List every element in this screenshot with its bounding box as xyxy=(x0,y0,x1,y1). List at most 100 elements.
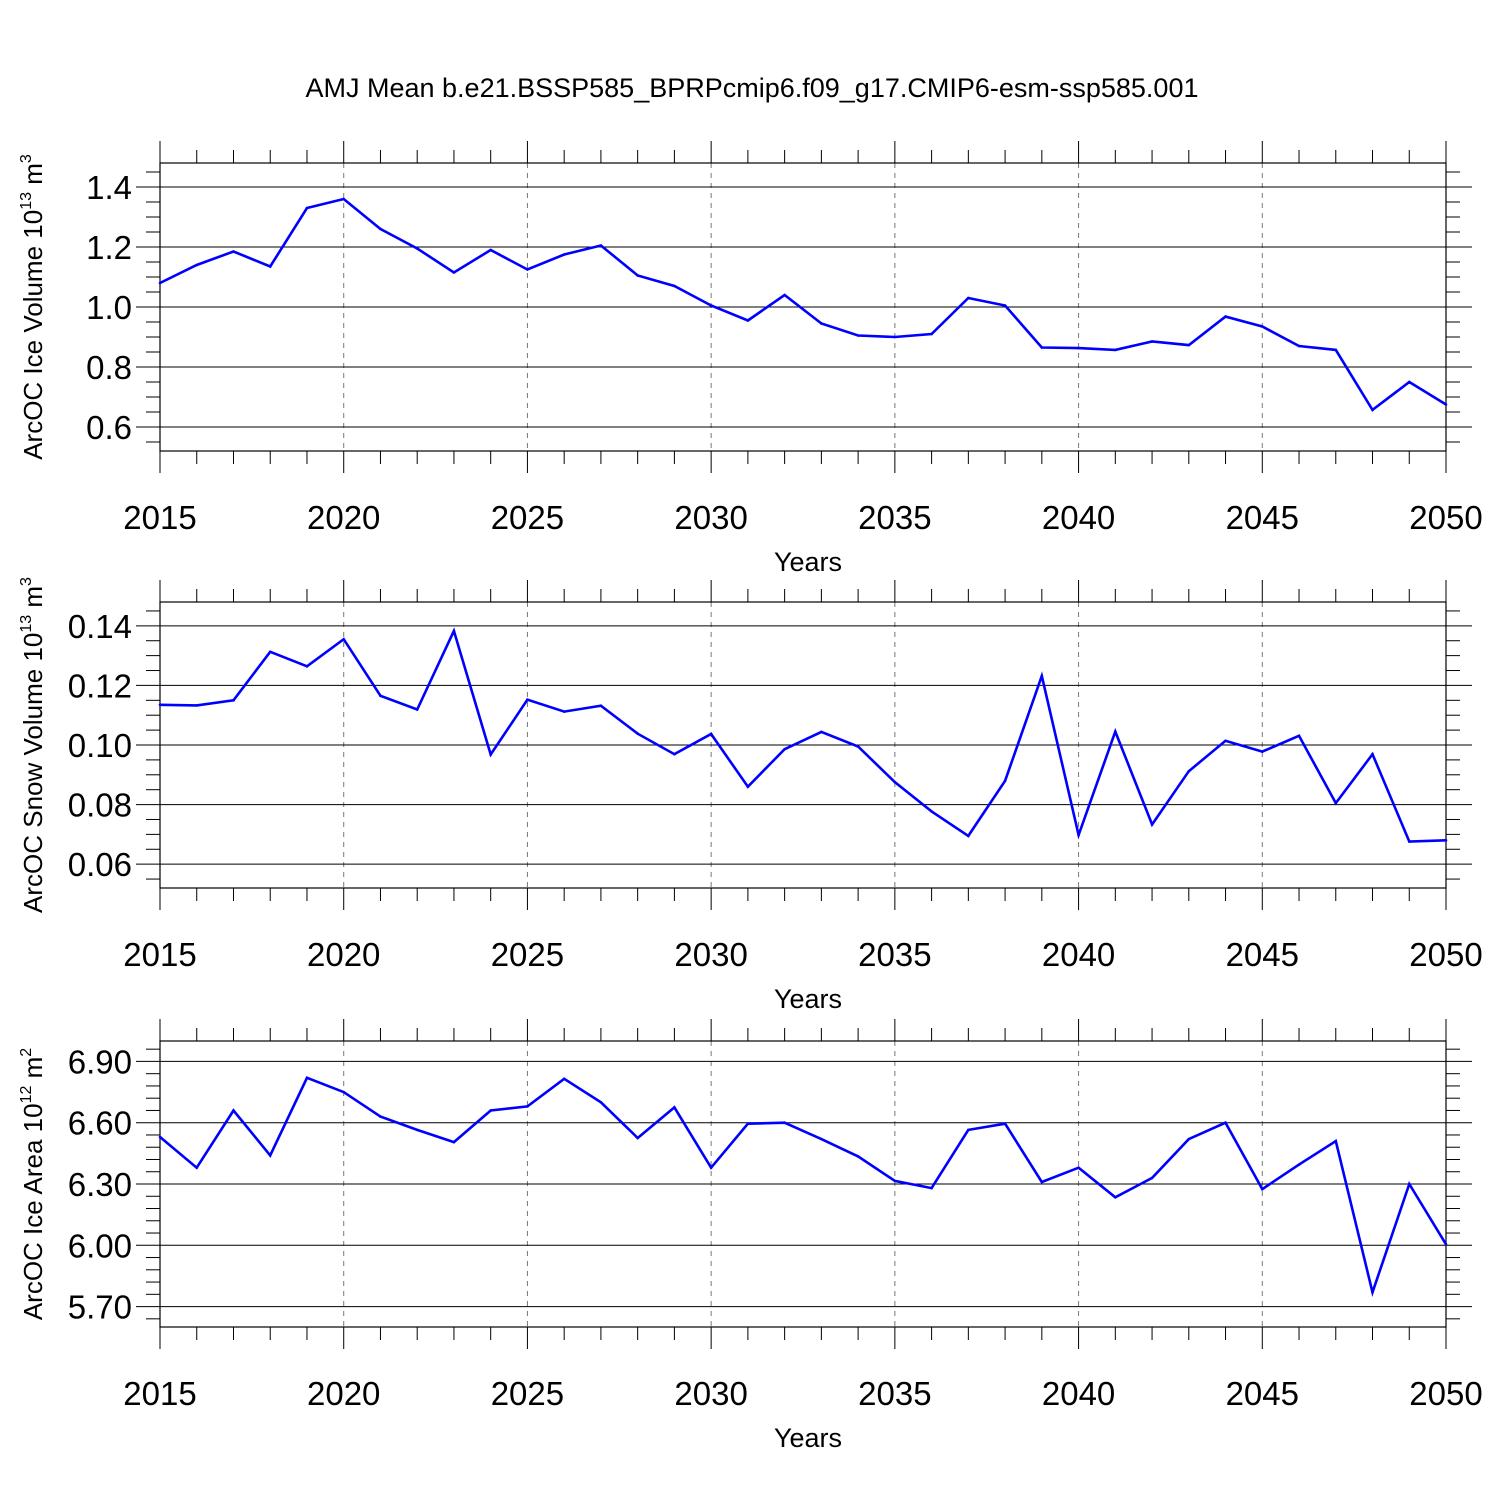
x-tick-label: 2020 xyxy=(307,936,380,973)
x-axis-label: Years xyxy=(774,1423,842,1453)
data-point xyxy=(1334,1139,1338,1143)
data-point xyxy=(452,1140,456,1144)
data-point xyxy=(452,629,456,633)
data-point xyxy=(1407,1182,1411,1186)
data-point xyxy=(856,334,860,337)
data-point xyxy=(930,810,933,813)
data-point xyxy=(1150,340,1154,343)
data-point xyxy=(158,703,162,707)
x-tick-label: 2015 xyxy=(123,1375,196,1412)
data-point xyxy=(1003,1122,1007,1126)
y-tick-label: 6.30 xyxy=(68,1166,132,1203)
x-ticks xyxy=(159,141,1447,473)
data-point xyxy=(1040,674,1044,678)
data-point xyxy=(636,1136,639,1140)
data-point xyxy=(1003,304,1007,307)
data-point xyxy=(1077,1166,1080,1169)
x-tick-label: 2025 xyxy=(491,936,564,973)
data-point xyxy=(709,1166,713,1169)
data-point xyxy=(1187,769,1191,773)
data-point xyxy=(1077,833,1080,837)
y-tick-label: 5.70 xyxy=(68,1289,132,1326)
data-point xyxy=(1371,1290,1374,1294)
x-ticks xyxy=(159,580,1447,910)
data-point xyxy=(379,227,382,231)
data-point xyxy=(1077,346,1080,350)
data-point xyxy=(158,281,162,285)
data-point xyxy=(709,304,713,307)
data-point xyxy=(599,1100,603,1104)
data-point xyxy=(195,263,199,267)
series-points xyxy=(158,629,1448,843)
y-axis-label-superscript: 2 xyxy=(18,1048,35,1057)
data-point xyxy=(746,319,750,322)
x-tick-label: 2030 xyxy=(674,1375,747,1412)
data-point xyxy=(1224,1121,1227,1125)
data-point xyxy=(1260,325,1264,328)
data-point xyxy=(820,1137,823,1141)
x-tick-label: 2030 xyxy=(674,499,747,536)
data-point xyxy=(379,694,382,698)
y-tick-label: 0.8 xyxy=(86,349,132,386)
data-point xyxy=(1114,348,1117,352)
data-point xyxy=(489,753,492,756)
x-tick-label: 2040 xyxy=(1042,499,1115,536)
data-point xyxy=(232,699,235,702)
data-point xyxy=(820,730,823,734)
series-points xyxy=(158,197,1448,412)
series-line xyxy=(159,1076,1448,1297)
data-point xyxy=(489,1109,492,1112)
data-point xyxy=(1003,779,1007,783)
data-point xyxy=(1150,823,1154,826)
data-point xyxy=(673,1106,676,1109)
data-point xyxy=(452,271,456,274)
data-point xyxy=(746,1122,750,1126)
data-point xyxy=(526,268,529,271)
x-tick-label: 2050 xyxy=(1409,936,1482,973)
y-axis-label-text: m xyxy=(18,586,48,615)
data-point xyxy=(526,698,529,702)
data-point xyxy=(1297,344,1301,348)
x-tick-label: 2025 xyxy=(491,499,564,536)
data-point xyxy=(1114,730,1117,733)
data-point xyxy=(599,244,603,247)
data-point xyxy=(268,650,272,654)
data-point xyxy=(415,247,419,250)
data-point xyxy=(342,197,346,201)
y-tick-label: 6.90 xyxy=(68,1043,132,1080)
data-point xyxy=(158,1135,162,1139)
x-tick-label: 2050 xyxy=(1409,1375,1482,1412)
data-point xyxy=(305,665,309,668)
y-tick-label: 1.0 xyxy=(86,289,132,326)
data-point xyxy=(930,332,933,336)
y-tick-label: 0.08 xyxy=(68,787,132,824)
data-point xyxy=(1297,734,1301,738)
y-ticks xyxy=(136,1048,1472,1320)
x-tick-label: 2035 xyxy=(858,499,931,536)
y-axis-label-text: ArcOC Ice Area 10 xyxy=(18,1103,48,1320)
y-tick-label: 0.06 xyxy=(68,846,132,883)
y-axis-label-superscript: 13 xyxy=(18,192,35,210)
data-point xyxy=(1040,1180,1044,1184)
y-tick-label: 6.00 xyxy=(68,1227,132,1264)
x-tick-label: 2035 xyxy=(858,1375,931,1412)
data-point xyxy=(967,1128,970,1132)
x-tick-label: 2015 xyxy=(123,499,196,536)
x-tick-label: 2040 xyxy=(1042,1375,1115,1412)
data-point xyxy=(673,284,676,288)
data-point xyxy=(268,265,272,268)
x-axis-label: Years xyxy=(774,547,842,577)
data-point xyxy=(930,1186,933,1190)
data-point xyxy=(1334,801,1338,805)
x-tick-label: 2040 xyxy=(1042,936,1115,973)
data-point xyxy=(1224,315,1227,318)
x-axis-label: Years xyxy=(774,984,842,1014)
data-point xyxy=(783,747,786,751)
panel-ice-area: 2015 2020 2025 2030 2035 2040 2045 2050 Years 5.7… xyxy=(18,1019,1483,1453)
data-point xyxy=(856,1155,860,1158)
y-tick-label: 0.10 xyxy=(68,727,132,764)
data-point xyxy=(1187,1137,1191,1141)
data-point xyxy=(1334,348,1338,352)
data-point xyxy=(1297,1163,1301,1166)
